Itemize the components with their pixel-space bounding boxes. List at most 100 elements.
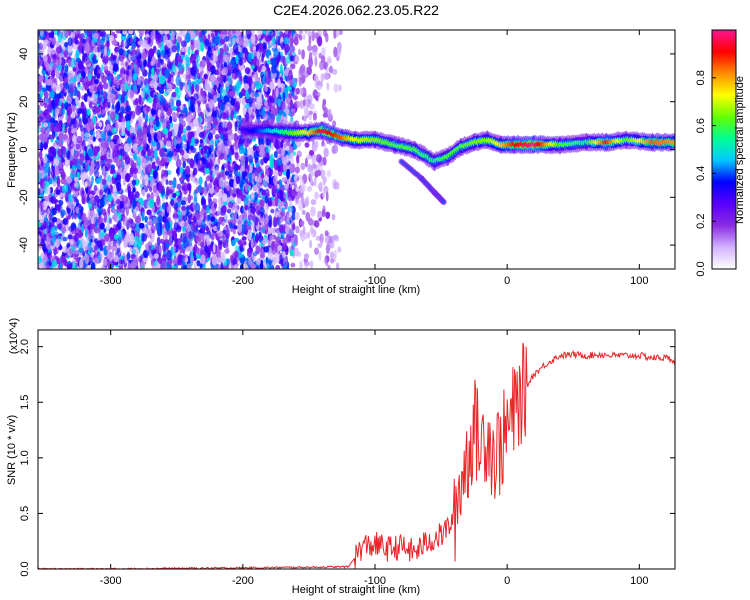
heatmap-cell	[93, 86, 98, 92]
heatmap-cell	[218, 240, 223, 245]
heatmap-cell	[261, 65, 267, 73]
heatmap-cell	[132, 187, 136, 193]
heatmap-cell	[51, 260, 58, 268]
heatmap-cell	[254, 92, 260, 98]
heatmap-cell	[162, 127, 169, 135]
heatmap-cell	[206, 150, 210, 159]
heatmap-cell	[100, 88, 104, 96]
heatmap-cell	[256, 51, 260, 59]
heatmap-cell	[48, 96, 52, 107]
heatmap-cell	[218, 192, 223, 199]
heatmap-cell	[147, 148, 152, 156]
heatmap-cell	[189, 158, 194, 169]
heatmap-cell	[202, 198, 206, 205]
heatmap-cell	[117, 120, 122, 131]
heatmap-cell	[279, 55, 284, 64]
heatmap-cell	[240, 264, 243, 269]
heatmap-cell	[256, 176, 261, 183]
heatmap-cell	[39, 89, 44, 98]
heatmap-cell	[47, 45, 52, 56]
heatmap-cell	[228, 152, 232, 161]
heatmap-cell	[232, 228, 236, 235]
heatmap-cell	[70, 112, 76, 119]
heatmap-cell	[113, 33, 118, 39]
heatmap-cell	[248, 256, 252, 266]
heatmap-cell	[129, 126, 135, 133]
heatmap-cell	[256, 257, 261, 266]
heatmap-cell	[47, 103, 53, 113]
heatmap-cell	[116, 101, 120, 111]
heatmap-cell	[113, 227, 118, 234]
heatmap-cell	[83, 240, 89, 251]
heatmap-cell	[232, 106, 236, 112]
heatmap-cell	[268, 167, 274, 176]
heatmap-cell	[182, 251, 186, 263]
heatmap-cell	[136, 201, 141, 209]
heatmap-cell	[38, 42, 41, 53]
heatmap-cell	[42, 55, 48, 62]
heatmap-cell	[274, 212, 279, 218]
heatmap-cell	[173, 213, 179, 219]
heatmap-cell	[119, 255, 124, 261]
heatmap-cell	[176, 102, 180, 107]
heatmap-cell	[247, 97, 253, 104]
heatmap-cell	[68, 83, 74, 94]
heatmap-cell	[56, 63, 62, 72]
heatmap-cell	[153, 218, 159, 225]
heatmap-cell	[187, 82, 191, 92]
heatmap-cell	[155, 119, 160, 128]
heatmap-cell	[41, 168, 45, 180]
heatmap-cell	[232, 43, 239, 54]
heatmap-cell	[101, 75, 107, 84]
heatmap-cell	[282, 91, 286, 102]
heatmap-cell	[96, 130, 100, 140]
heatmap-cell	[62, 218, 68, 225]
heatmap-cell	[102, 165, 106, 176]
heatmap-cell	[87, 148, 94, 158]
heatmap-cell	[122, 30, 128, 35]
heatmap-cell	[93, 185, 98, 192]
heatmap-cell	[261, 189, 267, 196]
heatmap-cell	[292, 241, 296, 249]
heatmap-cell	[270, 208, 275, 214]
heatmap-cell	[179, 248, 183, 254]
heatmap-cell	[277, 30, 281, 36]
heatmap-cell	[94, 79, 99, 85]
heatmap-cell	[155, 141, 161, 151]
heatmap-cell	[151, 67, 155, 76]
heatmap-cell	[95, 216, 98, 228]
heatmap-cell	[71, 210, 75, 220]
heatmap-cell	[38, 234, 41, 242]
heatmap-cell	[235, 54, 239, 65]
heatmap-cell	[148, 48, 155, 58]
heatmap-cell	[288, 70, 293, 81]
heatmap-cell	[243, 83, 250, 91]
heatmap-cell	[254, 81, 259, 86]
heatmap-cell	[250, 206, 256, 215]
heatmap-cell	[222, 66, 229, 76]
heatmap-cell	[232, 30, 237, 35]
heatmap-cell	[137, 116, 142, 127]
heatmap-cell	[201, 218, 206, 230]
heatmap-cell	[182, 59, 187, 65]
heatmap-cell	[74, 66, 80, 76]
heatmap-cell	[107, 260, 114, 268]
heatmap-cell	[70, 172, 77, 179]
heatmap-cell	[157, 214, 163, 223]
heatmap-cell	[39, 98, 45, 107]
heatmap-cell	[85, 253, 90, 265]
heatmap-cell	[38, 150, 43, 160]
heatmap-cell	[238, 189, 243, 197]
heatmap-cell	[171, 91, 177, 98]
heatmap-cell	[282, 162, 288, 170]
heatmap-cell	[123, 143, 129, 153]
heatmap-cell	[214, 202, 217, 209]
heatmap-cell	[181, 182, 188, 192]
heatmap-cell	[131, 112, 135, 120]
heatmap-cell	[222, 250, 227, 257]
heatmap-cell	[212, 198, 218, 204]
heatmap-cell	[137, 156, 141, 167]
heatmap-cell	[122, 215, 128, 226]
heatmap-cell	[232, 193, 237, 198]
heatmap-cell	[132, 212, 137, 219]
